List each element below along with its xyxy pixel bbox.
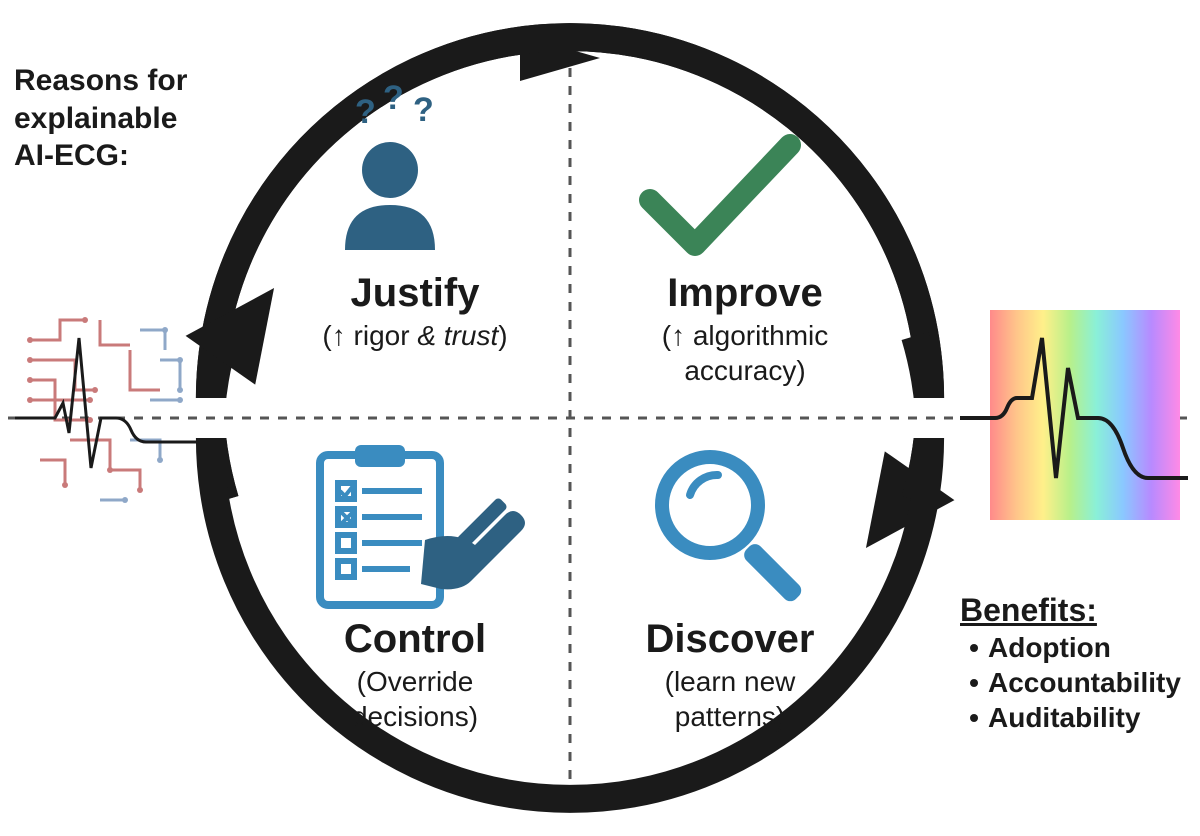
benefit-1: Adoption (960, 630, 1181, 665)
svg-text:?: ? (355, 93, 376, 131)
control-sub: (Override decisions) (300, 664, 530, 734)
svg-text:?: ? (413, 91, 434, 129)
left-title-line2: explainable (14, 100, 187, 138)
benefit-2: Accountability (960, 665, 1181, 700)
control-title: Control (300, 614, 530, 664)
justify-sub-em: & trust (417, 320, 498, 351)
benefits-block: Benefits: Adoption Accountability Audita… (960, 590, 1181, 735)
right-rainbow-ecg (960, 310, 1188, 520)
justify-label: Justify (↑ rigor & trust) (300, 268, 530, 353)
improve-icon (650, 145, 790, 245)
justify-sub: (↑ rigor & trust) (300, 318, 530, 353)
justify-sub-prefix: (↑ rigor (322, 320, 417, 351)
control-label: Control (Override decisions) (300, 614, 530, 734)
left-title: Reasons for explainable AI-ECG: (14, 62, 187, 175)
benefit-3: Auditability (960, 700, 1181, 735)
left-title-line3: AI-ECG: (14, 137, 187, 175)
discover-label: Discover (learn new patterns) (610, 614, 850, 734)
improve-title: Improve (605, 268, 885, 318)
improve-label: Improve (↑ algorithmic accuracy) (605, 268, 885, 388)
benefits-heading: Benefits: (960, 590, 1181, 630)
svg-text:?: ? (383, 79, 404, 117)
discover-icon (662, 457, 804, 604)
discover-sub: (learn new patterns) (610, 664, 850, 734)
discover-title: Discover (610, 614, 850, 664)
left-title-line1: Reasons for (14, 62, 187, 100)
justify-title: Justify (300, 268, 530, 318)
justify-sub-suffix: ) (498, 320, 507, 351)
control-icon (320, 445, 525, 605)
justify-icon: ? ? ? (345, 79, 435, 250)
improve-sub: (↑ algorithmic accuracy) (605, 318, 885, 388)
